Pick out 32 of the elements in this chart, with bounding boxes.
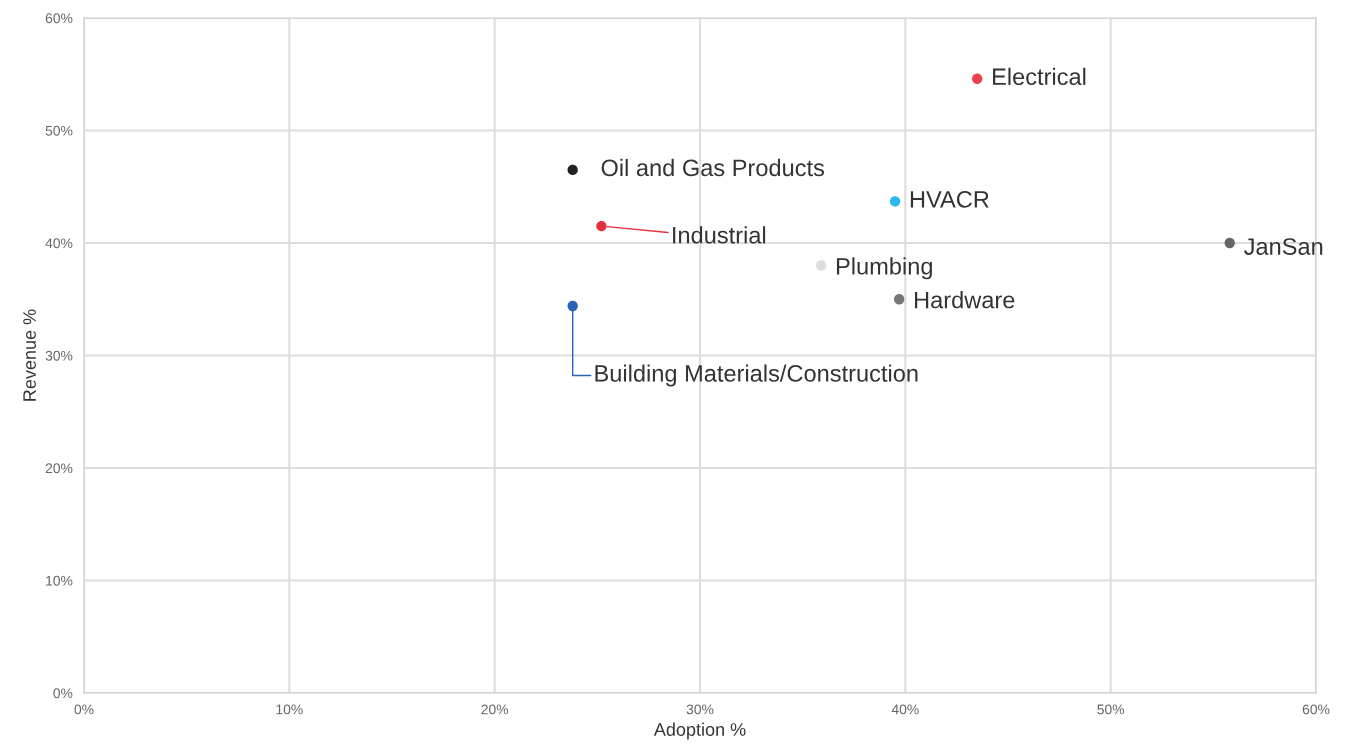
y-tick-label: 60% <box>45 13 73 24</box>
legend-label: Industrial <box>673 226 766 244</box>
point <box>972 73 983 84</box>
x-tick-label: 40% <box>891 704 919 715</box>
y-tick-label: 10% <box>46 575 73 586</box>
x-axis-title: Adoption % <box>653 722 746 740</box>
point <box>596 220 607 232</box>
y-tick-label: 0% <box>53 688 73 699</box>
point <box>567 164 578 176</box>
x-tick-label: 50% <box>1097 704 1125 715</box>
series-label: HVACR <box>910 190 989 208</box>
y-tick-label: 50% <box>45 125 73 136</box>
series-label: Oil and Gas Products <box>601 158 825 177</box>
point <box>816 260 827 271</box>
series-label: Hardware <box>915 291 1015 309</box>
series-label: JanSan <box>1244 238 1323 255</box>
y-axis-title: Revenue % <box>23 309 36 401</box>
series-label: Plumbing <box>836 257 932 280</box>
x-tick-label: 10% <box>276 704 303 715</box>
y-tick-label: 40% <box>45 238 73 249</box>
point <box>894 294 905 305</box>
x-tick-label: 20% <box>481 704 509 715</box>
y-tick-label: 20% <box>45 463 73 474</box>
point <box>1224 237 1235 249</box>
text: Building Materials/Construction <box>595 364 918 387</box>
series-label: Electrical <box>993 67 1086 86</box>
x-tick-label: 0% <box>74 704 94 715</box>
point <box>889 196 901 207</box>
x-tick-label: 60% <box>1302 704 1330 715</box>
x-tick-label: 30% <box>686 704 714 715</box>
point <box>567 300 578 312</box>
y-tick-label: 30% <box>45 350 73 361</box>
